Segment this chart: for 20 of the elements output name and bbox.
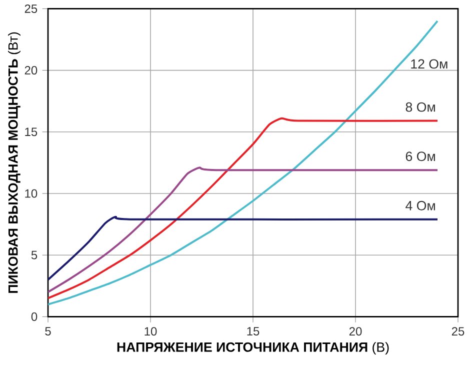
y-tick-label: 5 (31, 251, 38, 260)
x-tick-label: 5 (45, 327, 51, 336)
series-label: 8 Ом (406, 102, 435, 112)
x-tick-label: 15 (247, 327, 260, 336)
line-series (48, 216, 438, 281)
series-label: 6 Ом (406, 152, 435, 162)
series-label: 12 Ом (411, 59, 448, 69)
y-tick-label: 0 (31, 312, 38, 322)
x-tick-label: 25 (452, 327, 464, 336)
x-tick-label: 10 (144, 327, 157, 336)
line-series (48, 166, 438, 294)
line-series (48, 117, 438, 300)
y-tick-label: 15 (25, 128, 38, 136)
y-tick-label: 10 (25, 189, 38, 198)
y-tick-label: 20 (24, 66, 38, 75)
x-axis-title: НАПРЯЖЕНИЕ ИСТОЧНИКА ПИТАНИЯ (В) (117, 342, 389, 355)
y-axis-title: ПИКОВАЯ ВЫХОДНАЯ МОЩНОСТЬ (Вт) (8, 32, 20, 294)
series-label: 4 Ом (406, 201, 435, 211)
x-tick-label: 20 (349, 327, 362, 336)
y-tick-label: 25 (24, 4, 38, 14)
